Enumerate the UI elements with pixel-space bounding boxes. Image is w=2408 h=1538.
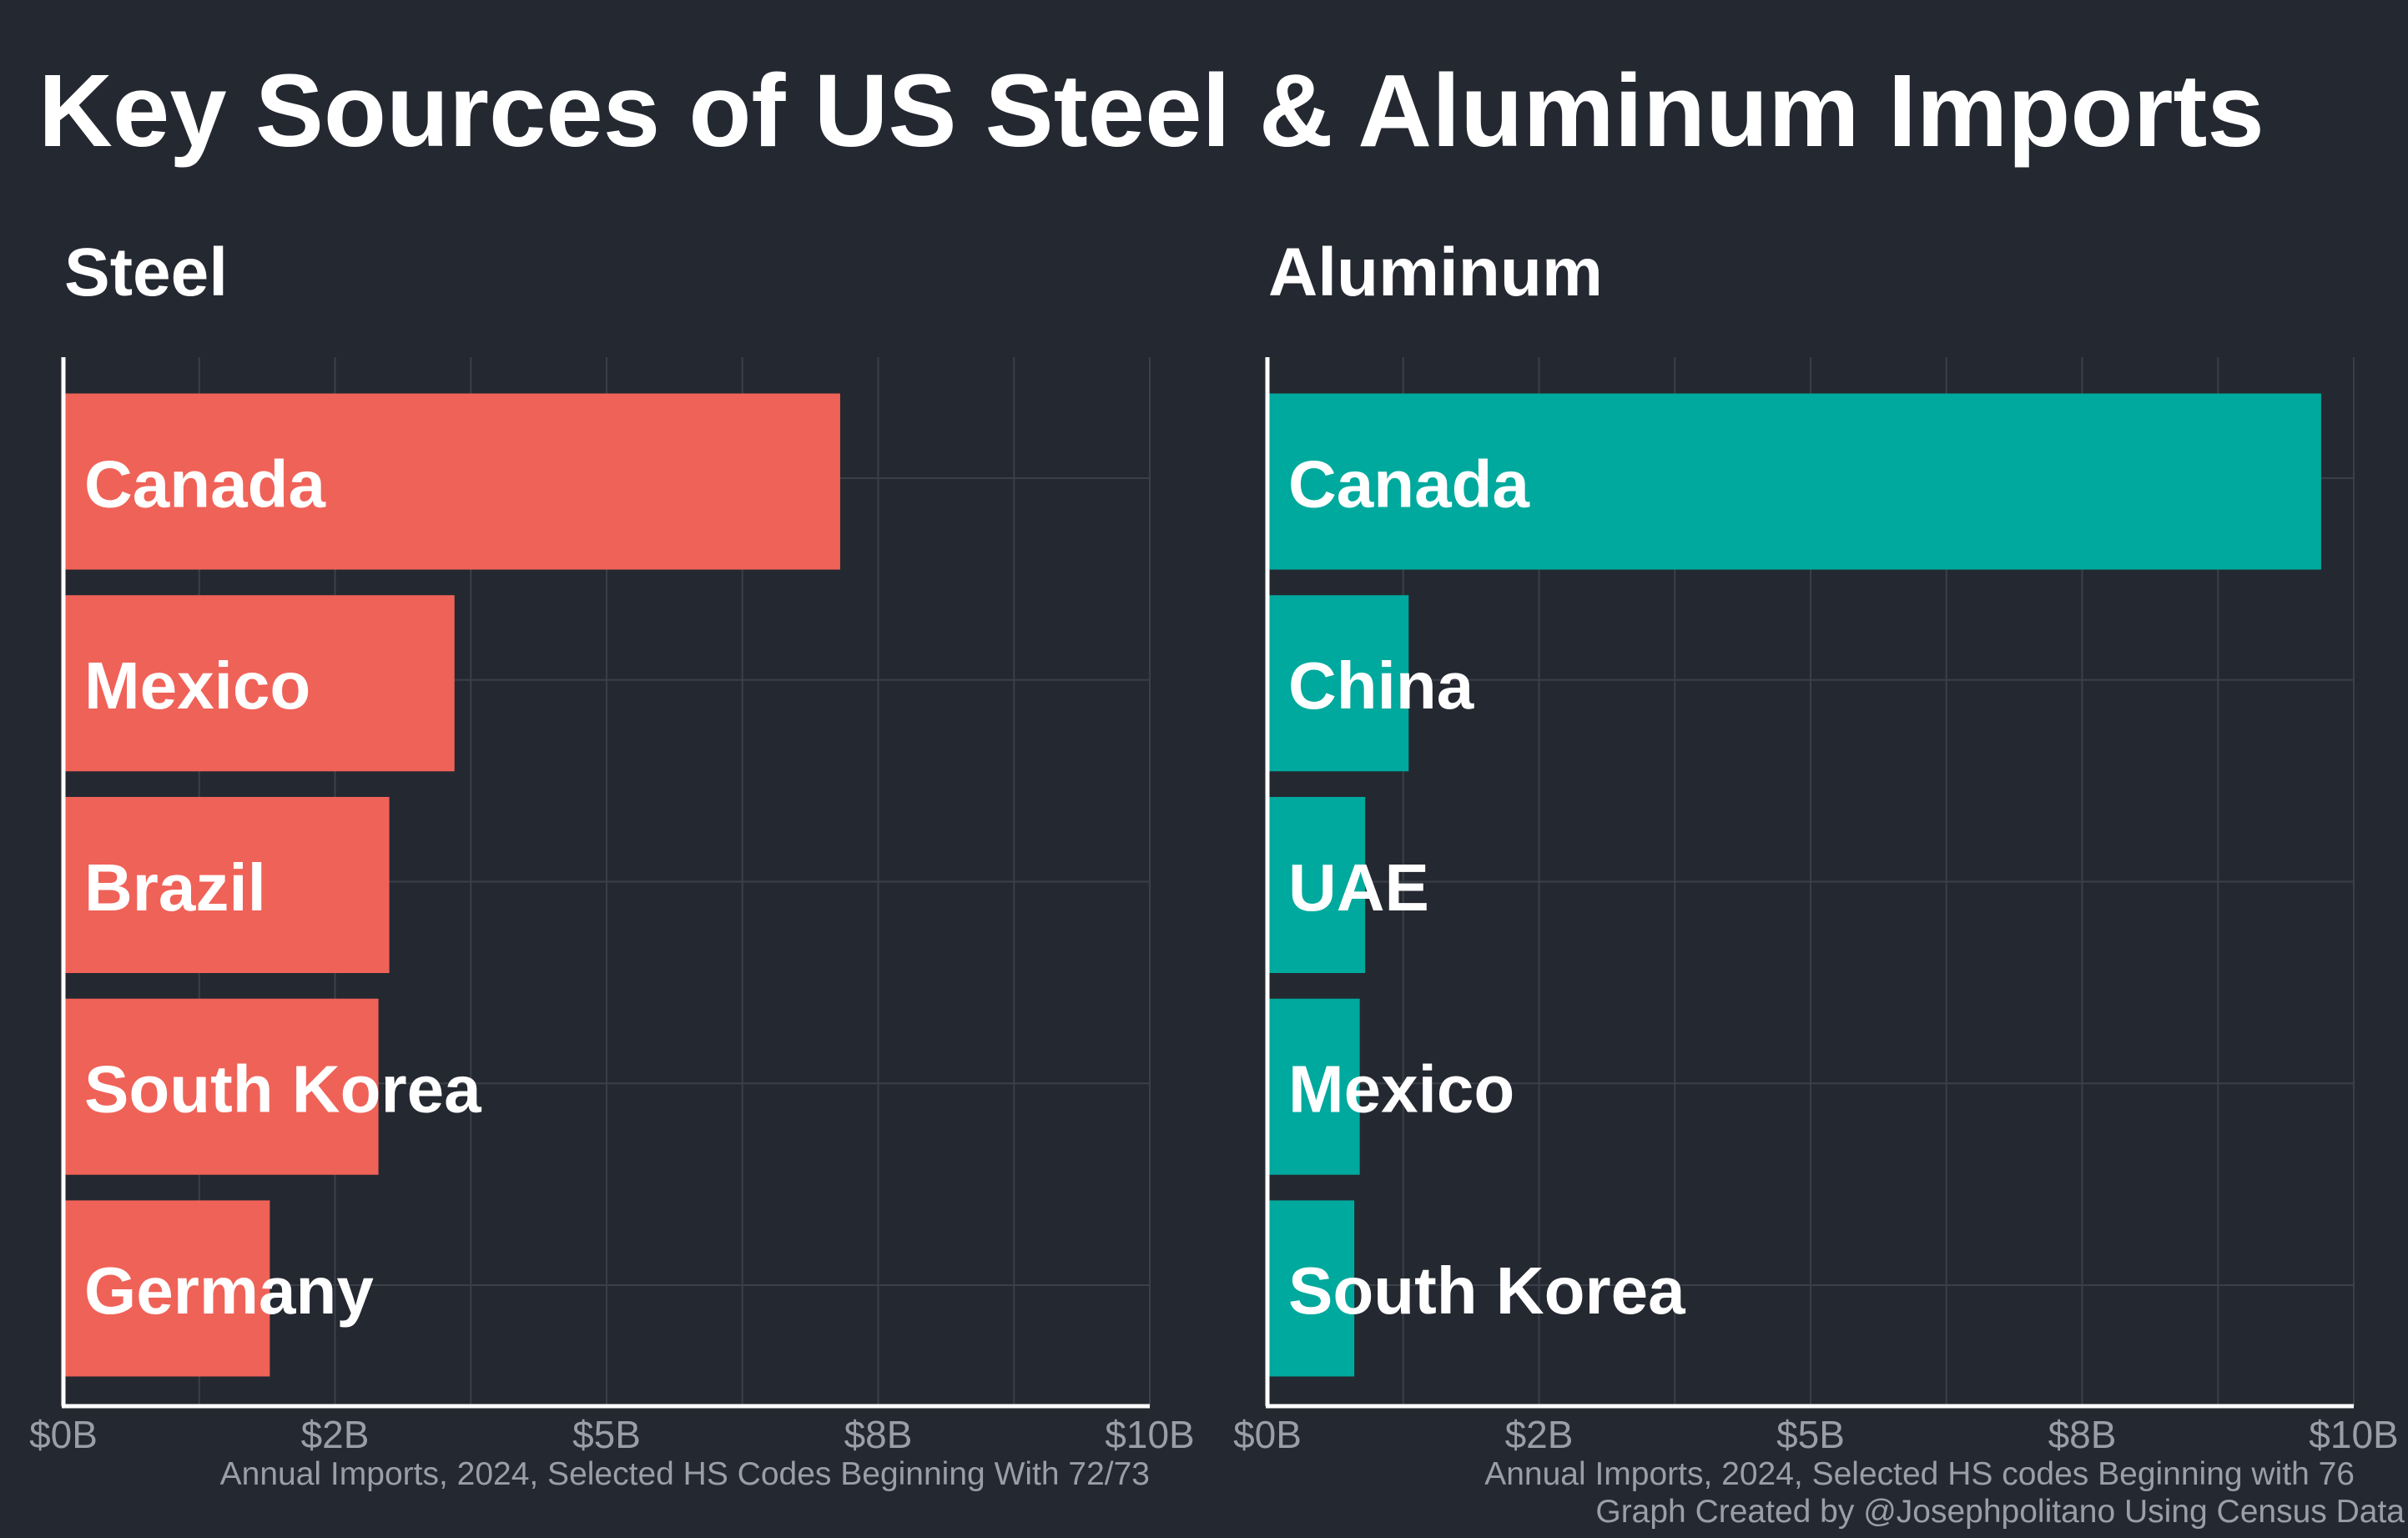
aluminum-bar-uae	[1267, 796, 1366, 974]
aluminum-bar-label: China	[1288, 648, 1474, 723]
aluminum-x-tick-label: $5B	[1776, 1413, 1845, 1456]
steel-x-axis-caption: Annual Imports, 2024, Selected HS Codes …	[219, 1456, 1150, 1492]
steel-bar-brazil	[63, 796, 390, 974]
steel-bar-mexico	[63, 595, 455, 772]
steel-bar-label: Brazil	[84, 850, 266, 925]
chart-title: Key Sources of US Steel & Aluminum Impor…	[38, 54, 2264, 169]
aluminum-bar-label: UAE	[1288, 850, 1429, 925]
steel-x-tick-label: $5B	[572, 1413, 641, 1456]
aluminum-bar-label: Canada	[1288, 446, 1529, 521]
aluminum-panel-title: Aluminum	[1268, 234, 1603, 310]
aluminum-x-tick-label: $10B	[2309, 1413, 2398, 1456]
aluminum-bar-canada	[1267, 393, 2321, 570]
aluminum-x-axis-caption: Annual Imports, 2024, Selected HS codes …	[1484, 1456, 2355, 1492]
steel-bar-label: Canada	[84, 446, 325, 521]
aluminum-bar-label: Mexico	[1288, 1051, 1514, 1126]
steel-x-tick-label: $2B	[301, 1413, 370, 1456]
steel-bar-label: Mexico	[84, 648, 310, 723]
aluminum-bar-china	[1267, 595, 1409, 772]
steel-bar-chart: Canada Mexico Brazil South Korea Germany $0B $…	[29, 357, 1195, 1456]
steel-bar-label: South Korea	[84, 1051, 481, 1126]
aluminum-x-tick-label: $8B	[2048, 1413, 2117, 1456]
steel-x-tick-label: $8B	[844, 1413, 913, 1456]
source-caption: Graph Created by @Josephpolitano Using C…	[1595, 1494, 2405, 1530]
steel-bar-label: Germany	[84, 1253, 374, 1328]
steel-bar-germany	[63, 1200, 270, 1377]
steel-bar-canada	[63, 393, 840, 570]
steel-x-tick-label: $0B	[29, 1413, 98, 1456]
steel-bar-south-korea	[63, 998, 379, 1175]
aluminum-x-tick-label: $2B	[1505, 1413, 1574, 1456]
aluminum-bar-south-korea	[1267, 1200, 1355, 1377]
aluminum-bar-label: South Korea	[1288, 1253, 1685, 1328]
aluminum-x-tick-label: $0B	[1233, 1413, 1302, 1456]
steel-panel-title: Steel	[64, 234, 228, 310]
steel-x-tick-label: $10B	[1105, 1413, 1194, 1456]
aluminum-bar-mexico	[1267, 998, 1360, 1175]
